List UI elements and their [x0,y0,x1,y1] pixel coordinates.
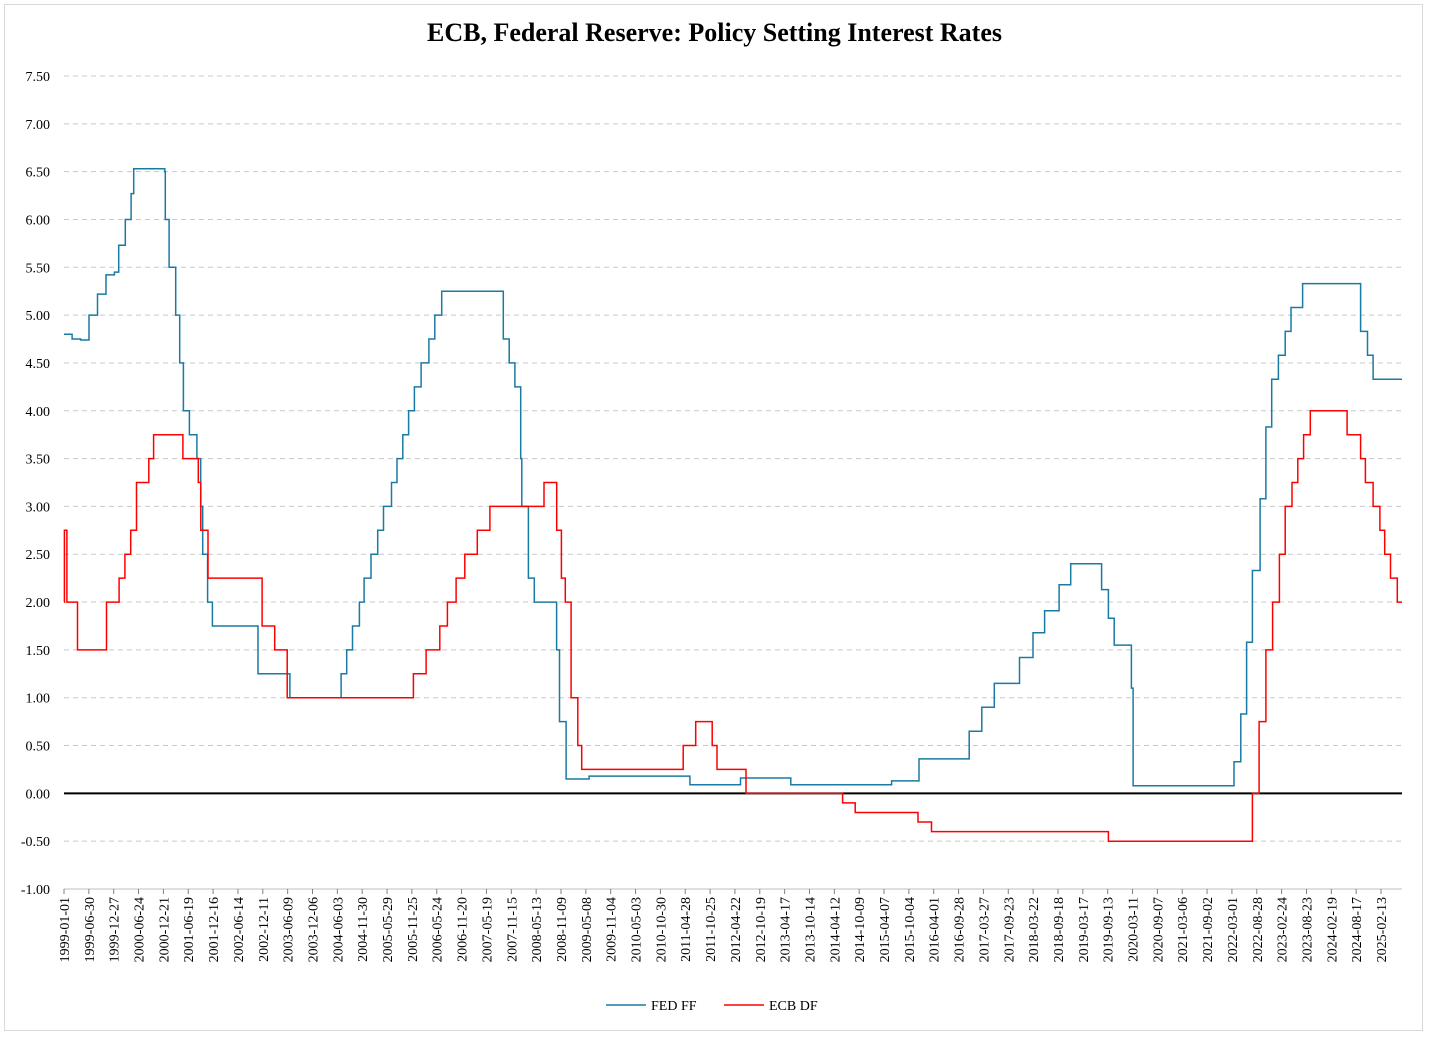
x-tick-label: 2014-04-12 [828,897,843,962]
x-tick-label: 2018-03-22 [1027,897,1042,962]
series-line-ecb-df [63,410,1402,842]
y-tick-label: 7.50 [26,70,51,85]
x-tick-label: 2013-10-14 [803,897,818,962]
y-tick-label: 1.00 [26,692,51,707]
y-tick-label: 0.00 [26,787,51,802]
x-tick-label: 2019-03-17 [1077,897,1092,962]
chart-title: ECB, Federal Reserve: Policy Setting Int… [427,18,1002,47]
x-tick-label: 1999-12-27 [108,897,123,962]
y-tick-label: 5.50 [26,261,51,276]
x-tick-label: 2017-03-27 [977,897,992,962]
x-tick-label: 2014-10-09 [853,897,868,962]
y-tick-label: 2.50 [26,548,51,563]
y-tick-label: 3.50 [26,453,51,468]
x-tick-label: 2013-04-17 [779,897,794,962]
x-tick-label: 2003-06-09 [282,897,297,962]
x-tick-label: 2004-06-03 [331,897,346,962]
x-tick-label: 2003-12-06 [306,897,321,962]
x-tick-label: 2024-02-19 [1325,897,1340,962]
x-tick-label: 2021-09-02 [1201,897,1216,962]
x-tick-label: 2023-02-24 [1276,897,1291,962]
x-tick-label: 2002-06-14 [232,897,247,962]
x-tick-label: 2000-12-21 [157,897,172,962]
y-tick-label: 4.50 [26,357,51,372]
x-tick-label: 2001-06-19 [182,897,197,962]
x-tick-label: 2008-11-09 [555,897,570,962]
y-axis-ticks: 7.50 7.00 6.50 6.00 5.50 5.00 4.50 4.00 3.50 3.00… [21,70,50,898]
y-tick-label: 7.00 [26,118,51,133]
x-tick-label: 2012-04-22 [729,897,744,962]
x-tick-label: 2023-08-23 [1300,897,1315,962]
x-axis-ticks: 1999-01-01 1999-06-30 1999-12-27 2000-06-24… [58,889,1390,962]
series-lines [63,168,1402,842]
chart-frame [4,4,1423,1031]
gridlines [64,75,1402,890]
legend-label-fed-ff: FED FF [651,999,697,1014]
x-tick-label: 2006-11-20 [456,897,471,962]
y-tick-label: 3.00 [26,500,51,515]
x-tick-label: 2006-05-24 [431,897,446,962]
x-tick-label: 2007-11-15 [505,897,520,962]
y-tick-label: 6.00 [26,213,51,228]
x-tick-label: 2025-02-13 [1375,897,1390,962]
x-tick-label: 1999-01-01 [58,897,73,962]
y-tick-label: 1.50 [26,644,51,659]
x-tick-label: 2010-05-03 [630,897,645,962]
x-tick-label: 2024-08-17 [1350,897,1365,962]
y-tick-label: -1.00 [21,883,50,898]
y-tick-label: 6.50 [26,166,51,181]
x-tick-label: 2010-10-30 [654,897,669,962]
x-tick-label: 2019-09-13 [1102,897,1117,962]
x-tick-label: 2011-10-25 [704,897,719,962]
x-tick-label: 2007-05-19 [480,897,495,962]
x-tick-label: 2022-03-01 [1226,897,1241,962]
y-tick-label: 4.00 [26,405,51,420]
x-tick-label: 2009-05-08 [580,897,595,962]
y-tick-label: 2.00 [26,596,51,611]
x-tick-label: 2011-04-28 [679,897,694,962]
x-tick-label: 2015-04-07 [878,897,893,962]
x-tick-label: 2000-06-24 [133,897,148,962]
x-tick-label: 2022-08-28 [1251,897,1266,962]
x-tick-label: 2009-11-04 [605,897,620,962]
series-line-fed-ff [64,168,1402,787]
x-tick-label: 1999-06-30 [83,897,98,962]
x-tick-label: 2017-09-23 [1002,897,1017,962]
x-tick-label: 2004-11-30 [356,897,371,962]
x-tick-label: 2012-10-19 [754,897,769,962]
x-tick-label: 2008-05-13 [530,897,545,962]
x-tick-label: 2018-09-18 [1052,897,1067,962]
x-tick-label: 2001-12-16 [207,897,222,962]
x-tick-label: 2020-03-11 [1127,897,1142,962]
x-tick-label: 2020-09-07 [1151,897,1166,962]
legend-label-ecb-df: ECB DF [769,999,818,1014]
x-tick-label: 2021-03-06 [1176,897,1191,962]
x-tick-label: 2002-12-11 [257,897,272,962]
legend: FED FF ECB DF [606,999,818,1014]
x-tick-label: 2016-04-01 [928,897,943,962]
x-tick-label: 2005-05-29 [381,897,396,962]
y-tick-label: -0.50 [21,835,50,850]
x-tick-label: 2015-10-04 [903,897,918,962]
x-tick-label: 2016-09-28 [953,897,968,962]
x-axis [64,792,1402,890]
x-tick-label: 2005-11-25 [406,897,421,962]
y-tick-label: 0.50 [26,740,51,755]
y-tick-label: 5.00 [26,309,51,324]
